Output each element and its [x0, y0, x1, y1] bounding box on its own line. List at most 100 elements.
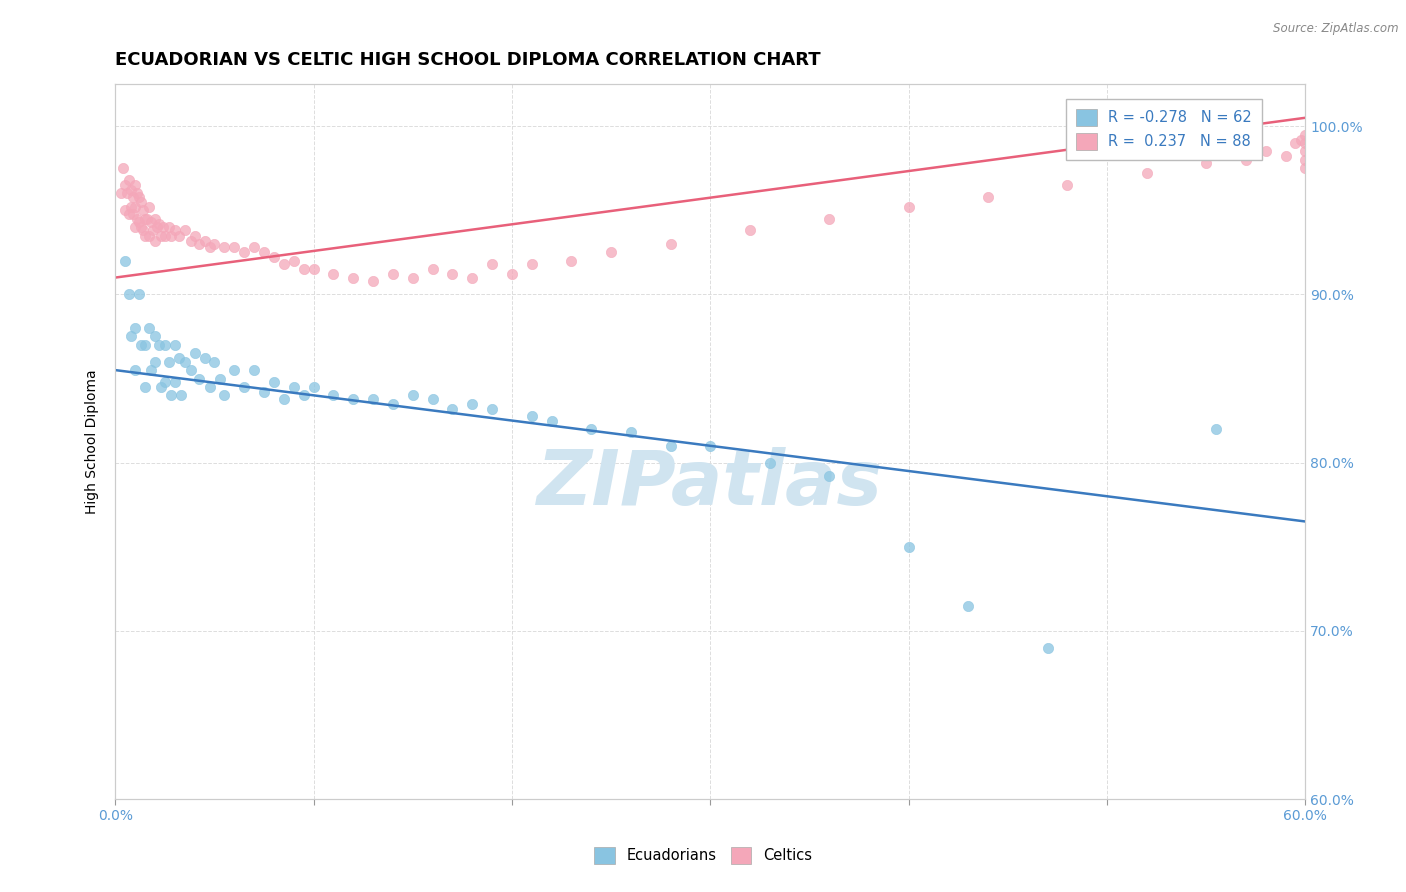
Point: [115, 186, 138, 201]
Point: [163, 223, 186, 237]
Point: [1254, 145, 1277, 159]
Point: [214, 240, 236, 254]
Point: [957, 599, 980, 613]
Point: [136, 211, 159, 226]
Point: [127, 211, 149, 226]
Point: [134, 228, 156, 243]
Point: [581, 422, 603, 436]
Point: [204, 236, 226, 251]
Point: [200, 240, 222, 254]
Point: [402, 270, 425, 285]
Point: [292, 388, 315, 402]
Point: [659, 439, 682, 453]
Point: [283, 380, 305, 394]
Point: [283, 253, 305, 268]
Point: [138, 200, 160, 214]
Point: [153, 228, 176, 243]
Point: [134, 338, 156, 352]
Point: [200, 380, 222, 394]
Point: [152, 220, 174, 235]
Point: [699, 439, 721, 453]
Point: [159, 228, 181, 243]
Point: [143, 329, 166, 343]
Point: [560, 253, 582, 268]
Point: [134, 211, 156, 226]
Point: [1294, 128, 1316, 142]
Point: [243, 240, 266, 254]
Point: [1291, 133, 1313, 147]
Point: [139, 363, 162, 377]
Text: ZIPatlas: ZIPatlas: [537, 448, 883, 522]
Y-axis label: High School Diploma: High School Diploma: [86, 369, 100, 514]
Point: [159, 388, 181, 402]
Point: [128, 190, 150, 204]
Point: [520, 257, 543, 271]
Point: [1036, 640, 1059, 655]
Point: [1294, 136, 1316, 150]
Point: [897, 200, 920, 214]
Point: [302, 262, 325, 277]
Point: [114, 178, 136, 192]
Point: [322, 267, 344, 281]
Point: [209, 371, 232, 385]
Point: [167, 228, 190, 243]
Point: [501, 267, 523, 281]
Point: [153, 338, 176, 352]
Point: [132, 203, 155, 218]
Point: [233, 245, 256, 260]
Point: [1136, 166, 1159, 180]
Point: [128, 215, 150, 229]
Point: [263, 251, 285, 265]
Point: [138, 321, 160, 335]
Point: [134, 380, 156, 394]
Point: [302, 380, 325, 394]
Point: [1195, 156, 1218, 170]
Point: [129, 194, 152, 209]
Point: [180, 363, 202, 377]
Point: [127, 186, 149, 201]
Point: [187, 236, 209, 251]
Point: [1294, 161, 1316, 176]
Point: [818, 211, 841, 226]
Point: [118, 173, 141, 187]
Text: Source: ZipAtlas.com: Source: ZipAtlas.com: [1274, 22, 1399, 36]
Point: [402, 388, 425, 402]
Point: [122, 190, 145, 204]
Point: [112, 161, 135, 176]
Point: [153, 375, 176, 389]
Point: [129, 338, 152, 352]
Point: [342, 392, 364, 406]
Point: [977, 190, 1000, 204]
Point: [183, 346, 205, 360]
Point: [481, 257, 503, 271]
Point: [129, 220, 152, 235]
Point: [173, 354, 195, 368]
Point: [253, 384, 276, 399]
Point: [163, 375, 186, 389]
Point: [361, 274, 384, 288]
Point: [461, 270, 484, 285]
Point: [233, 380, 256, 394]
Point: [1274, 149, 1296, 163]
Point: [422, 262, 444, 277]
Point: [148, 217, 170, 231]
Point: [738, 223, 761, 237]
Point: [520, 409, 543, 423]
Point: [381, 267, 404, 281]
Point: [263, 375, 285, 389]
Point: [292, 262, 315, 277]
Point: [461, 397, 484, 411]
Point: [540, 413, 562, 427]
Point: [143, 234, 166, 248]
Point: [273, 392, 295, 406]
Text: ECUADORIAN VS CELTIC HIGH SCHOOL DIPLOMA CORRELATION CHART: ECUADORIAN VS CELTIC HIGH SCHOOL DIPLOMA…: [115, 51, 821, 69]
Point: [1284, 136, 1306, 150]
Point: [157, 354, 180, 368]
Point: [224, 363, 246, 377]
Point: [146, 220, 169, 235]
Point: [120, 183, 142, 197]
Point: [273, 257, 295, 271]
Point: [149, 380, 172, 394]
Point: [148, 338, 170, 352]
Point: [342, 270, 364, 285]
